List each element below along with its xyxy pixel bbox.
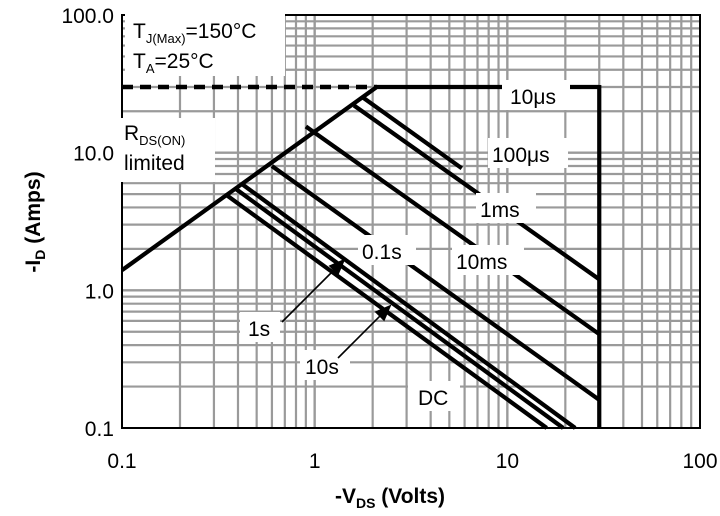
x-axis-label: -VDS (Volts) [335,485,445,511]
plot-frame [121,14,701,429]
arrow-1s [281,265,339,323]
label-1ms: 1ms [480,199,520,222]
rds-on-label: RDS(ON) [124,122,185,148]
arrowhead-1s [328,258,346,276]
bg-10us [502,80,570,110]
label-10ms: 10ms [456,251,507,274]
ta-label: TA=25°C [133,50,214,76]
label-10s: 10s [305,356,339,379]
series-line-2 [352,103,601,282]
series-line-6 [234,187,565,430]
label-backgrounds [121,12,570,411]
y-axis-label: -ID (Amps) [22,171,48,272]
series-line-3 [304,124,601,336]
x-tick-label: 0.1 [107,450,136,473]
bg-100us [488,138,568,168]
bg-dc [408,381,460,411]
y-tick-label: 1.0 [85,280,114,303]
bg-10ms [452,245,524,275]
arrowhead-10s [374,304,392,322]
y-tick-label: 100.0 [61,5,114,28]
tj-max-label: TJ(Max)=150°C [133,20,256,46]
series-line-4 [270,164,601,402]
label-01s: 0.1s [362,241,402,264]
conditions-box [125,12,285,76]
series-line-5 [240,182,577,430]
x-tick-label: 100 [682,450,717,473]
x-tick-label: 1 [309,450,321,473]
label-1s: 1s [248,318,270,341]
label-10us: 10μs [510,86,556,109]
tick-labels: 0.1 1 10 100 0.1 1.0 10.0 100.0 [61,5,717,473]
bg-1s [240,312,280,342]
rds-limited-label: limited [124,152,185,175]
label-100us: 100μs [492,144,550,167]
series-line-1 [360,94,464,171]
arrow-10s [337,311,385,359]
bg-1ms [476,193,536,223]
label-dc: DC [418,387,448,410]
y-tick-label: 10.0 [73,143,114,166]
rds-box [121,118,215,182]
leader-arrows [281,258,392,359]
x-tick-label: 10 [496,450,519,473]
bg-01s [358,235,416,265]
y-tick-label: 0.1 [85,418,114,441]
